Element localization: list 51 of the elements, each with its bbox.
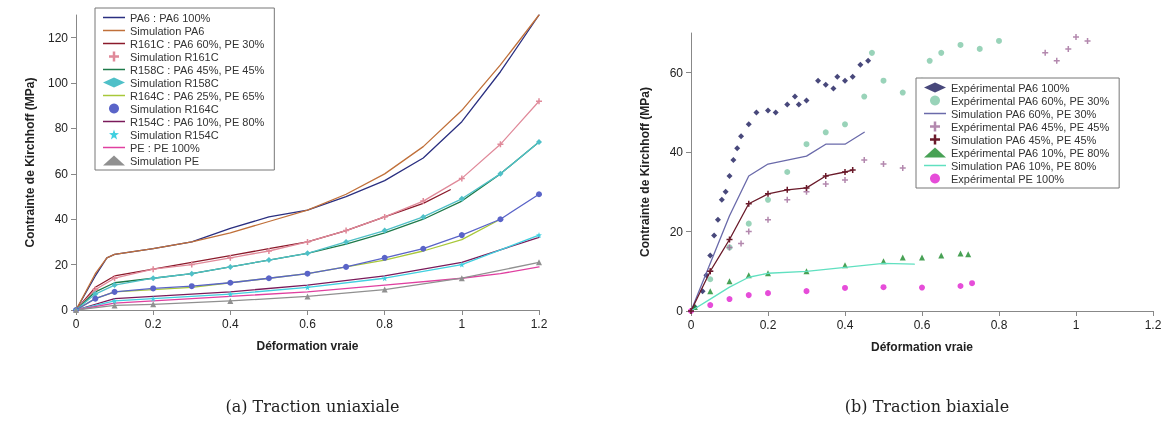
y-axis-title: Contrainte de Kirchhoff (MPa) xyxy=(638,87,652,257)
legend-label: R164C : PA6 25%, PE 65% xyxy=(130,89,265,102)
legend-label: Simulation PA6 45%, PE 45% xyxy=(951,133,1097,146)
y-tick-label: 0 xyxy=(61,303,69,317)
x-tick-label: 0 xyxy=(687,318,695,332)
legend-label: Expérimental PA6 10%, PE 80% xyxy=(951,146,1110,159)
legend-label: PE : PE 100% xyxy=(130,141,200,154)
x-axis-title: Déformation vraie xyxy=(256,339,359,353)
x-tick-label: 0.2 xyxy=(759,318,777,332)
x-tick-label: 0.4 xyxy=(836,318,854,332)
x-tick-label: 1.2 xyxy=(1144,318,1162,332)
y-tick-label: 100 xyxy=(47,76,69,91)
legend-label: Expérimental PE 100% xyxy=(951,172,1065,185)
legend-label: R158C : PA6 45%, PE 45% xyxy=(130,63,265,76)
y-tick-label: 40 xyxy=(54,212,69,227)
x-tick-label: 0.2 xyxy=(144,317,162,331)
legend-label: Simulation PE xyxy=(130,154,200,167)
x-tick-label: 0.6 xyxy=(913,318,931,332)
y-tick-label: 60 xyxy=(54,166,69,181)
x-tick-label: 0.8 xyxy=(376,317,394,331)
legend-label: R161C : PA6 60%, PE 30% xyxy=(130,37,265,50)
y-tick-label: 120 xyxy=(47,30,69,45)
legend-label: Simulation PA6 10%, PE 80% xyxy=(951,159,1097,172)
x-axis-title: Déformation vraie xyxy=(870,340,974,354)
legend-label: Simulation R161C xyxy=(130,50,219,63)
y-tick-label: 60 xyxy=(669,65,684,80)
legend-label: Simulation R158C xyxy=(130,76,219,89)
x-tick-label: 0.6 xyxy=(299,317,317,331)
text: (a) Traction uniaxiale xyxy=(225,396,400,416)
legend-label: Simulation PA6 xyxy=(130,24,205,37)
y-tick-label: 0 xyxy=(676,304,684,318)
y-tick-label: 80 xyxy=(54,121,69,136)
legend-label: Simulation R154C xyxy=(130,128,219,141)
text: (b) Traction biaxiale xyxy=(844,396,1010,416)
x-tick-label: 0 xyxy=(72,317,80,331)
legend-label: Expérimental PA6 100% xyxy=(951,81,1070,94)
x-tick-label: 0.4 xyxy=(221,317,239,331)
legend-label: Simulation PA6 60%, PE 30% xyxy=(951,107,1097,120)
x-tick-label: 1 xyxy=(458,317,466,331)
legend-label: R154C : PA6 10%, PE 80% xyxy=(130,115,265,128)
y-axis-title: Contrainte de Kirchhoff (MPa) xyxy=(23,77,37,248)
x-tick-label: 1 xyxy=(1072,318,1080,332)
legend-label: Simulation R164C xyxy=(130,102,219,115)
y-tick-label: 40 xyxy=(669,145,684,160)
x-tick-label: 1.2 xyxy=(530,317,548,331)
y-tick-label: 20 xyxy=(669,224,684,239)
legend-label: Expérimental PA6 60%, PE 30% xyxy=(951,94,1110,107)
legend-label: PA6 : PA6 100% xyxy=(130,11,211,24)
y-tick-label: 20 xyxy=(54,257,69,272)
x-tick-label: 0.8 xyxy=(990,318,1008,332)
legend-label: Expérimental PA6 45%, PE 45% xyxy=(951,120,1110,133)
